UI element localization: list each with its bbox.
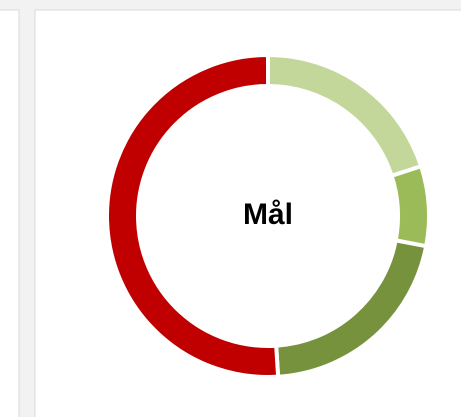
center-label: Mål <box>243 198 293 231</box>
donut-segment <box>104 52 281 379</box>
left-panel <box>0 9 20 417</box>
donut-segment <box>389 163 431 249</box>
